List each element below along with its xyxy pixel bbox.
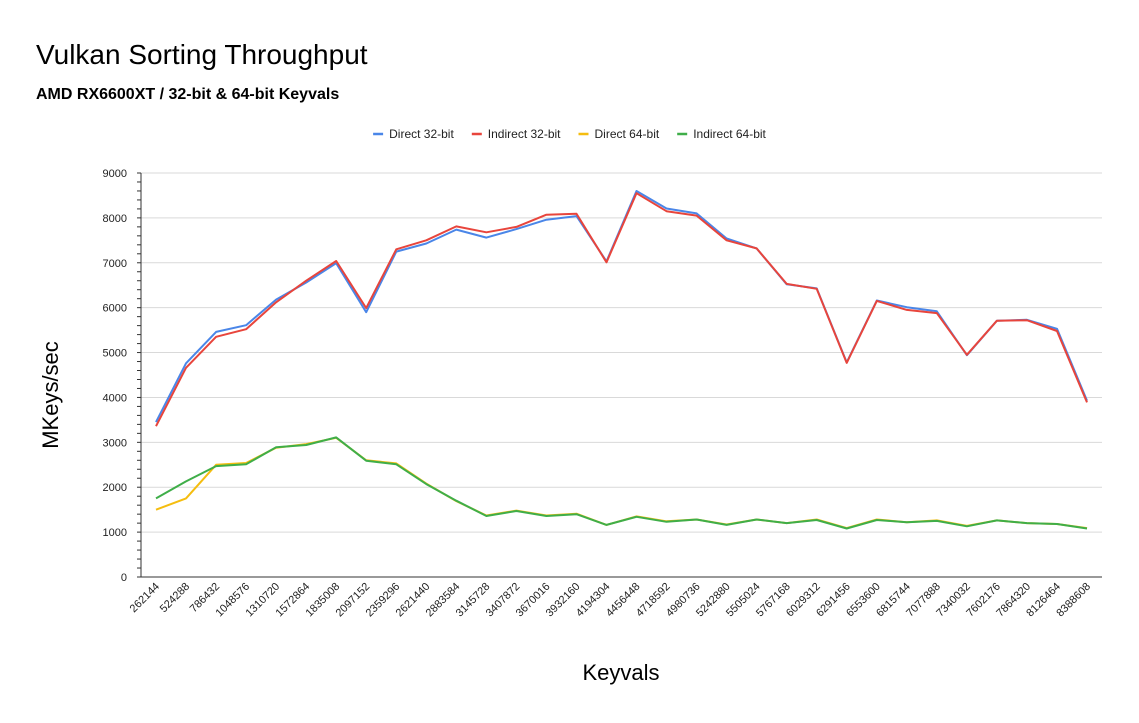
legend: Direct 32-bit Indirect 32-bit Direct 64-bi… <box>373 127 767 141</box>
x-tick-label: 524288 <box>158 581 192 615</box>
legend-label-indirect-32-bit: Indirect 32-bit <box>488 127 561 141</box>
series-lines <box>155 190 1088 530</box>
x-tick-labels: 2621445242887864321048576131072015728641… <box>128 581 1093 620</box>
y-axis-title: MKeys/sec <box>38 341 63 449</box>
y-tick-label: 9000 <box>103 168 127 180</box>
legend-label-direct-64-bit: Direct 64-bit <box>595 127 660 141</box>
legend-label-direct-32-bit: Direct 32-bit <box>389 127 454 141</box>
x-tick-label: 262144 <box>128 581 162 615</box>
series-line-direct-64-bit <box>155 436 1088 530</box>
x-axis-title: Keyvals <box>582 660 659 685</box>
y-tick-label: 2000 <box>103 482 127 494</box>
chart-subtitle: AMD RX6600XT / 32-bit & 64-bit Keyvals <box>36 86 339 103</box>
y-tick-label: 1000 <box>103 527 127 539</box>
y-tick-label: 5000 <box>103 348 127 360</box>
axes <box>137 172 1102 578</box>
series-line-indirect-32-bit <box>155 192 1088 427</box>
gridlines <box>141 172 1102 533</box>
legend-label-indirect-64-bit: Indirect 64-bit <box>693 127 766 141</box>
y-tick-labels: 0 1000 2000 3000 4000 5000 6000 7000 8000 9000 <box>103 168 127 584</box>
y-tick-label: 0 <box>121 572 127 584</box>
y-tick-label: 3000 <box>103 437 127 449</box>
y-tick-label: 8000 <box>103 213 127 225</box>
chart-title: Vulkan Sorting Throughput <box>36 39 368 70</box>
y-tick-label: 6000 <box>103 303 127 315</box>
y-tick-label: 7000 <box>103 258 127 270</box>
series-line-indirect-64-bit <box>155 436 1088 530</box>
y-tick-label: 4000 <box>103 392 127 404</box>
